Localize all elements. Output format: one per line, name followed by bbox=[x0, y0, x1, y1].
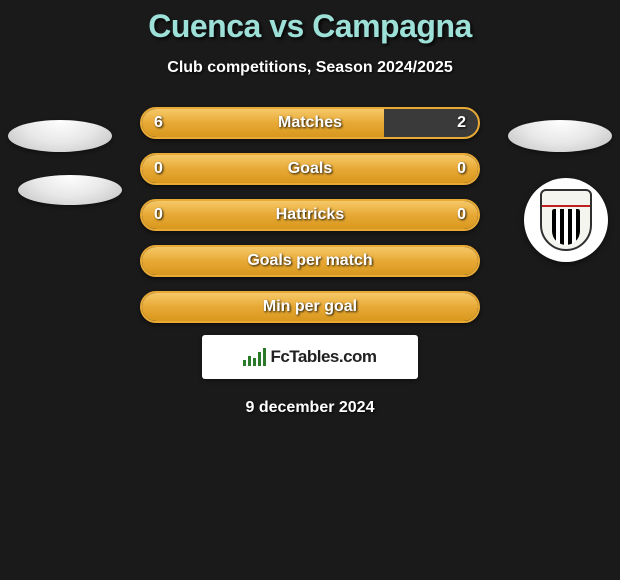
branding-badge: FcTables.com bbox=[202, 335, 418, 379]
page-title: Cuenca vs Campagna bbox=[0, 0, 620, 45]
team-badge-right bbox=[524, 178, 608, 262]
player-avatar-right-1 bbox=[508, 120, 612, 152]
stat-label: Goals bbox=[142, 160, 478, 178]
stat-value-right: 2 bbox=[457, 114, 466, 132]
stat-value-right: 0 bbox=[457, 160, 466, 178]
player-avatar-left-1 bbox=[8, 120, 112, 152]
stat-bar: Goals per match bbox=[140, 245, 480, 277]
stat-bar: 0Hattricks0 bbox=[140, 199, 480, 231]
stat-label: Goals per match bbox=[142, 252, 478, 270]
subtitle: Club competitions, Season 2024/2025 bbox=[0, 59, 620, 77]
stat-label: Min per goal bbox=[142, 298, 478, 316]
bar-chart-icon bbox=[243, 348, 266, 366]
stat-bar: Min per goal bbox=[140, 291, 480, 323]
stat-bar: 0Goals0 bbox=[140, 153, 480, 185]
branding-text: FcTables.com bbox=[270, 347, 376, 367]
team-badge-left bbox=[18, 175, 122, 205]
shield-stripes bbox=[552, 209, 580, 245]
shield-icon bbox=[540, 189, 592, 251]
infographic-container: Cuenca vs Campagna Club competitions, Se… bbox=[0, 0, 620, 417]
stat-value-right: 0 bbox=[457, 206, 466, 224]
date-text: 9 december 2024 bbox=[0, 399, 620, 417]
stat-label: Matches bbox=[142, 114, 478, 132]
stat-bar: 6Matches2 bbox=[140, 107, 480, 139]
stat-label: Hattricks bbox=[142, 206, 478, 224]
stats-bars: 6Matches20Goals00Hattricks0Goals per mat… bbox=[140, 107, 480, 323]
